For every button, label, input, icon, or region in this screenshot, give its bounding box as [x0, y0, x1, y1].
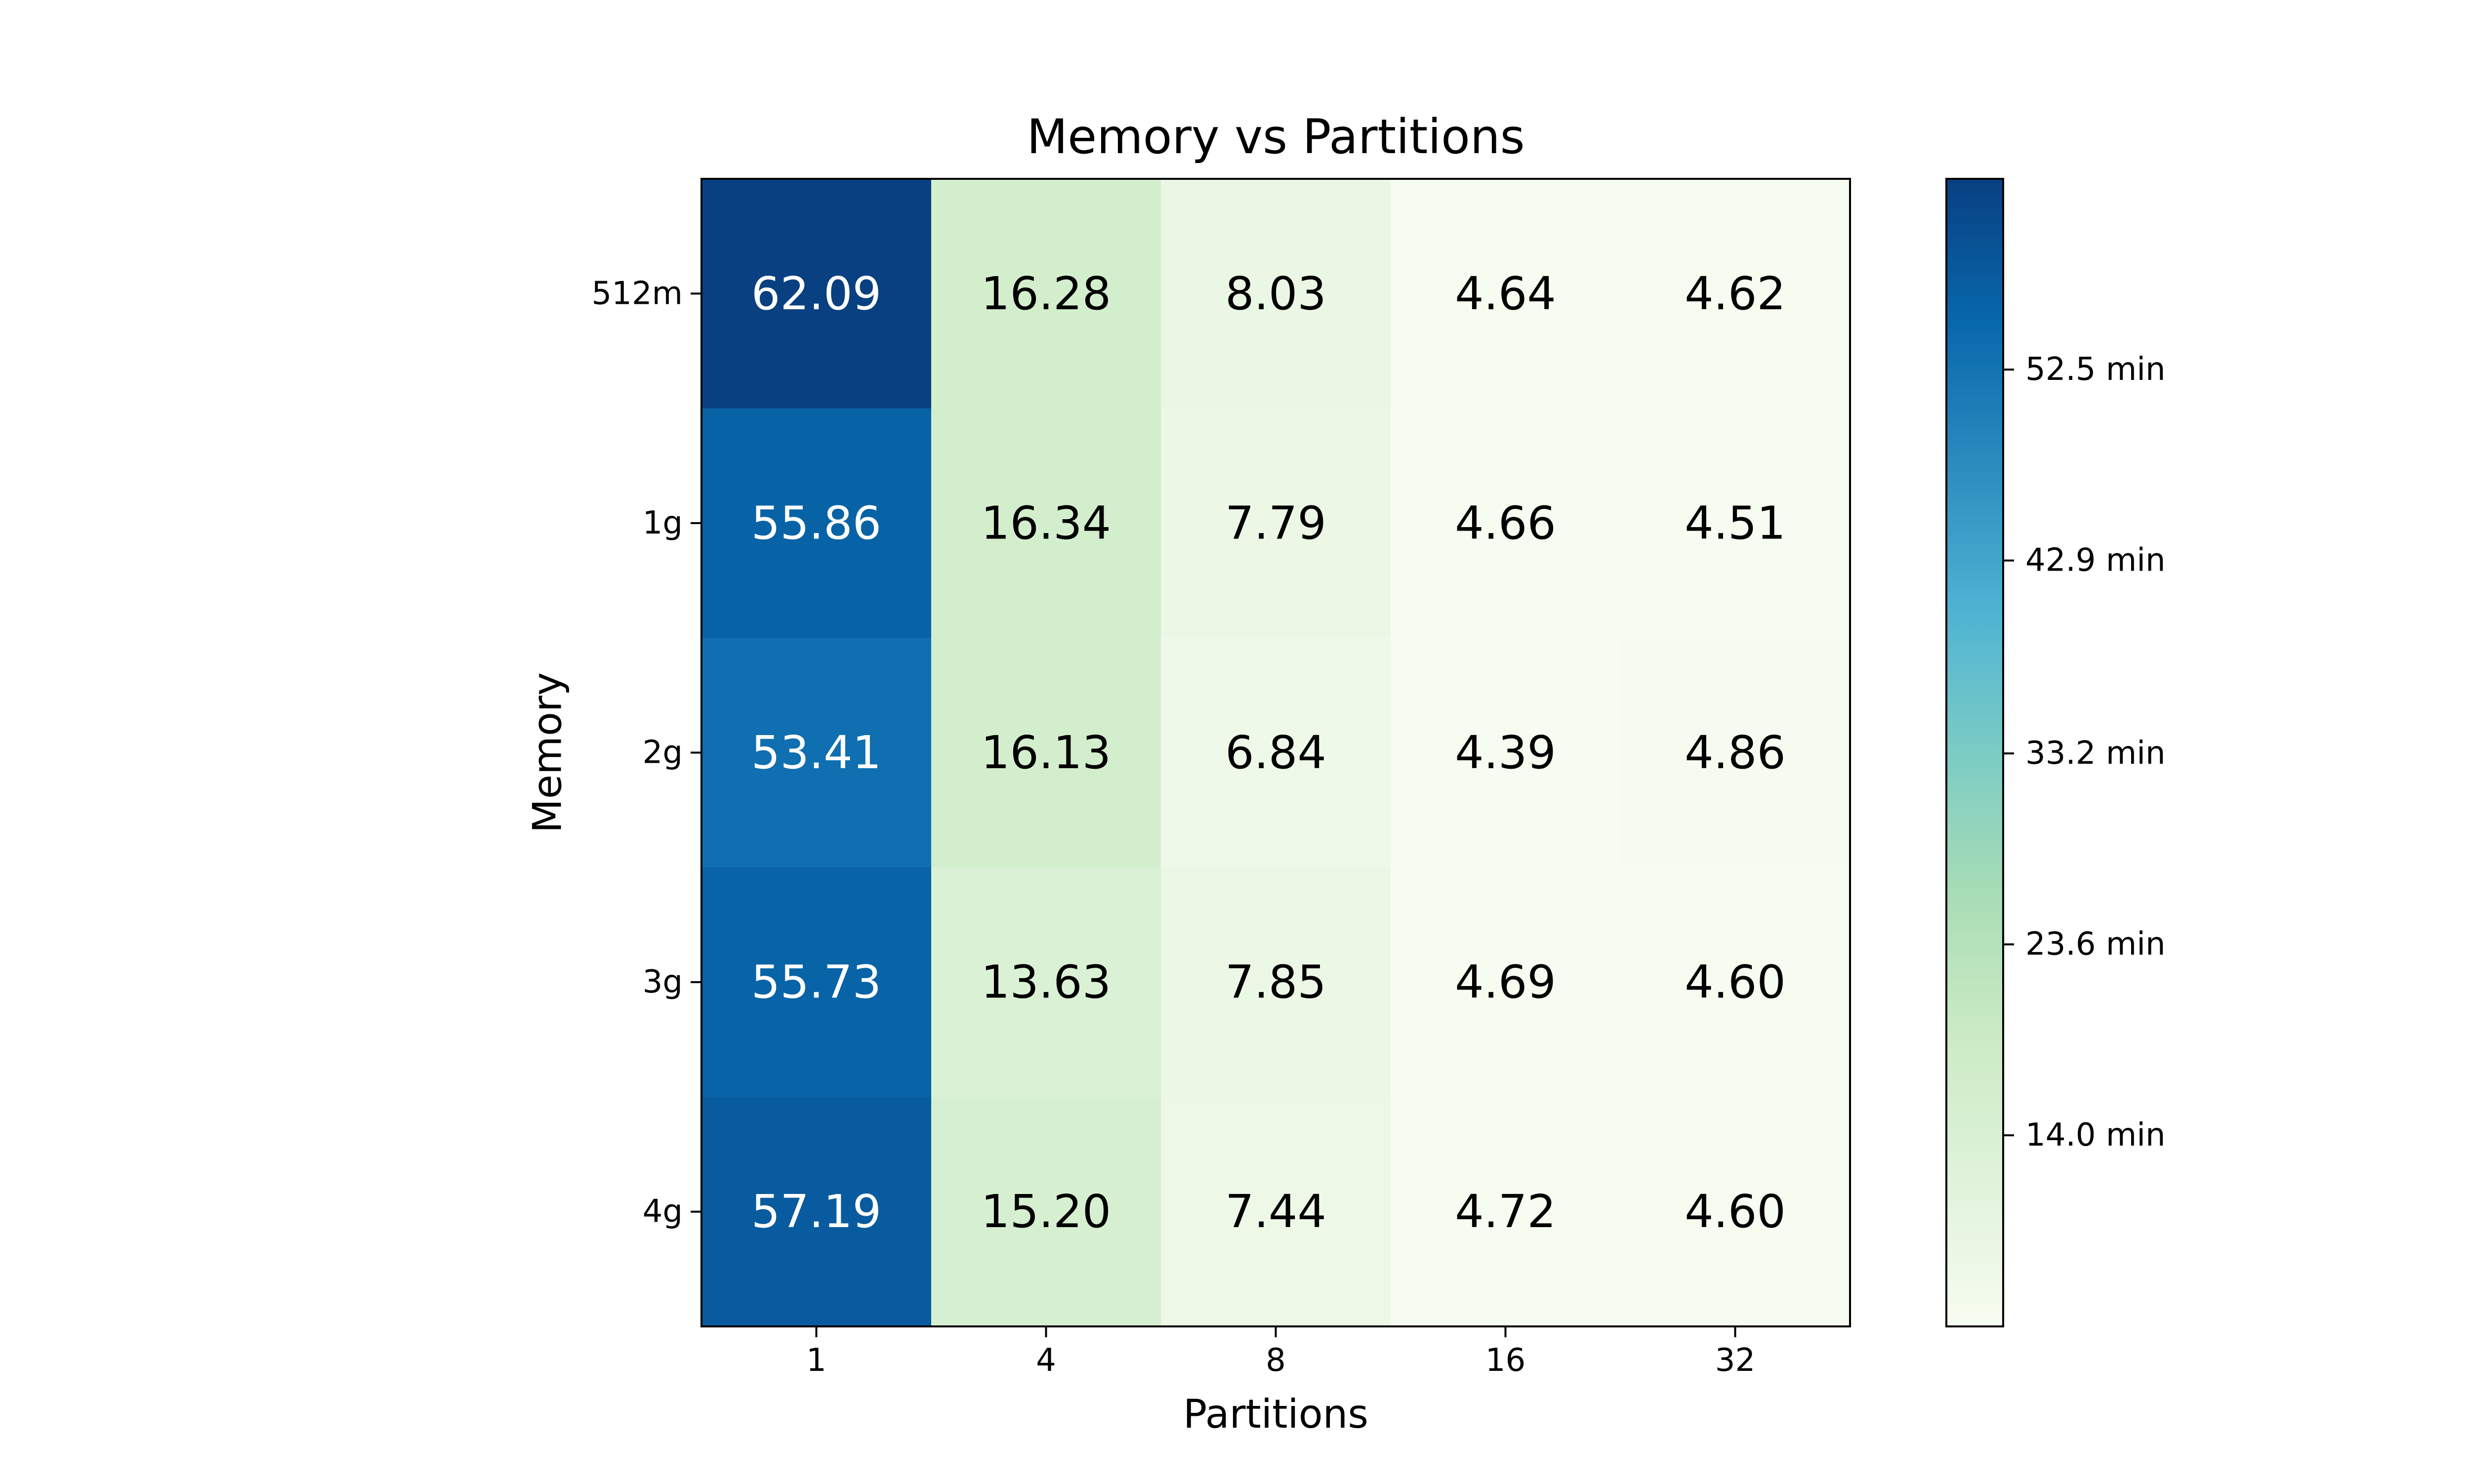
cell-value-label: 7.85	[1225, 956, 1326, 1009]
cell-value-label: 4.60	[1685, 956, 1786, 1009]
heatmap-cell	[1391, 1097, 1621, 1327]
colorbar-tick-label: 23.6 min	[2025, 926, 2166, 963]
heatmap-cell	[1161, 867, 1391, 1097]
cell-value-label: 4.39	[1455, 726, 1556, 779]
y-tick-label: 512m	[592, 275, 683, 312]
heatmap-cell	[931, 1097, 1161, 1327]
cell-value-label: 16.28	[981, 267, 1111, 320]
x-tick-label: 32	[1715, 1342, 1755, 1379]
cell-value-label: 4.86	[1685, 726, 1786, 779]
colorbar	[1945, 178, 2004, 1327]
colorbar-tick-label: 52.5 min	[2025, 351, 2166, 388]
cell-value-label: 8.03	[1225, 267, 1326, 320]
y-tick-label: 2g	[643, 735, 683, 771]
cell-value-label: 7.79	[1225, 496, 1326, 549]
heatmap-cell	[1620, 179, 1851, 409]
cell-value-label: 4.72	[1455, 1185, 1556, 1238]
heatmap-cell	[701, 867, 932, 1097]
heatmap-cell	[1620, 638, 1851, 868]
cell-value-label: 4.69	[1455, 956, 1556, 1009]
heatmap-cell	[931, 179, 1161, 409]
cell-value-label: 4.64	[1455, 267, 1556, 320]
colorbar-tick-label: 33.2 min	[2025, 735, 2166, 772]
heatmap-cell	[1161, 638, 1391, 868]
cell-value-label: 55.86	[751, 496, 881, 549]
y-tick-label: 4g	[643, 1194, 683, 1230]
cell-value-label: 16.13	[981, 726, 1111, 779]
cell-value-label: 7.44	[1225, 1185, 1326, 1238]
heatmap-cell	[1391, 867, 1621, 1097]
heatmap-cell	[701, 1097, 932, 1327]
heatmap-cell	[1391, 408, 1621, 638]
chart-title: Memory vs Partitions	[1027, 109, 1524, 165]
cell-value-label: 15.20	[981, 1185, 1111, 1238]
x-tick-label: 4	[1036, 1342, 1056, 1379]
heatmap-cell	[701, 638, 932, 868]
x-axis-title: Partitions	[1183, 1391, 1368, 1437]
cell-value-label: 4.66	[1455, 496, 1556, 549]
heatmap-cell	[1161, 1097, 1391, 1327]
heatmap-cell	[1161, 408, 1391, 638]
cell-value-label: 13.63	[981, 956, 1111, 1009]
colorbar-tick-label: 14.0 min	[2025, 1117, 2166, 1154]
y-axis-title: Memory	[525, 672, 571, 833]
plot-frame	[700, 178, 1851, 1327]
x-tick-label: 1	[806, 1342, 826, 1379]
heatmap-cell	[1620, 408, 1851, 638]
heatmap-cell	[1391, 638, 1621, 868]
cell-value-label: 57.19	[751, 1185, 881, 1238]
cell-value-label: 6.84	[1225, 726, 1326, 779]
cell-value-label: 16.34	[981, 496, 1111, 549]
heatmap-cell	[701, 408, 932, 638]
x-tick-label: 16	[1485, 1342, 1525, 1379]
cell-value-label: 55.73	[751, 956, 881, 1009]
cell-value-label: 62.09	[751, 267, 881, 320]
heatmap-cell	[931, 638, 1161, 868]
heatmap-cell	[1620, 867, 1851, 1097]
cell-value-label: 53.41	[751, 726, 881, 779]
colorbar-tick-label: 42.9 min	[2025, 542, 2166, 579]
y-tick-label: 3g	[643, 964, 683, 1000]
heatmap-cell	[1620, 1097, 1851, 1327]
cell-value-label: 4.51	[1685, 496, 1786, 549]
heatmap-cell	[1161, 179, 1391, 409]
cell-value-label: 4.62	[1685, 267, 1786, 320]
heatmap-cell	[701, 179, 932, 409]
heatmap-cell	[931, 867, 1161, 1097]
x-tick-label: 8	[1266, 1342, 1286, 1379]
heatmap-cell	[931, 408, 1161, 638]
y-tick-label: 1g	[643, 505, 683, 541]
cell-value-label: 4.60	[1685, 1185, 1786, 1238]
heatmap-cell	[1391, 179, 1621, 409]
